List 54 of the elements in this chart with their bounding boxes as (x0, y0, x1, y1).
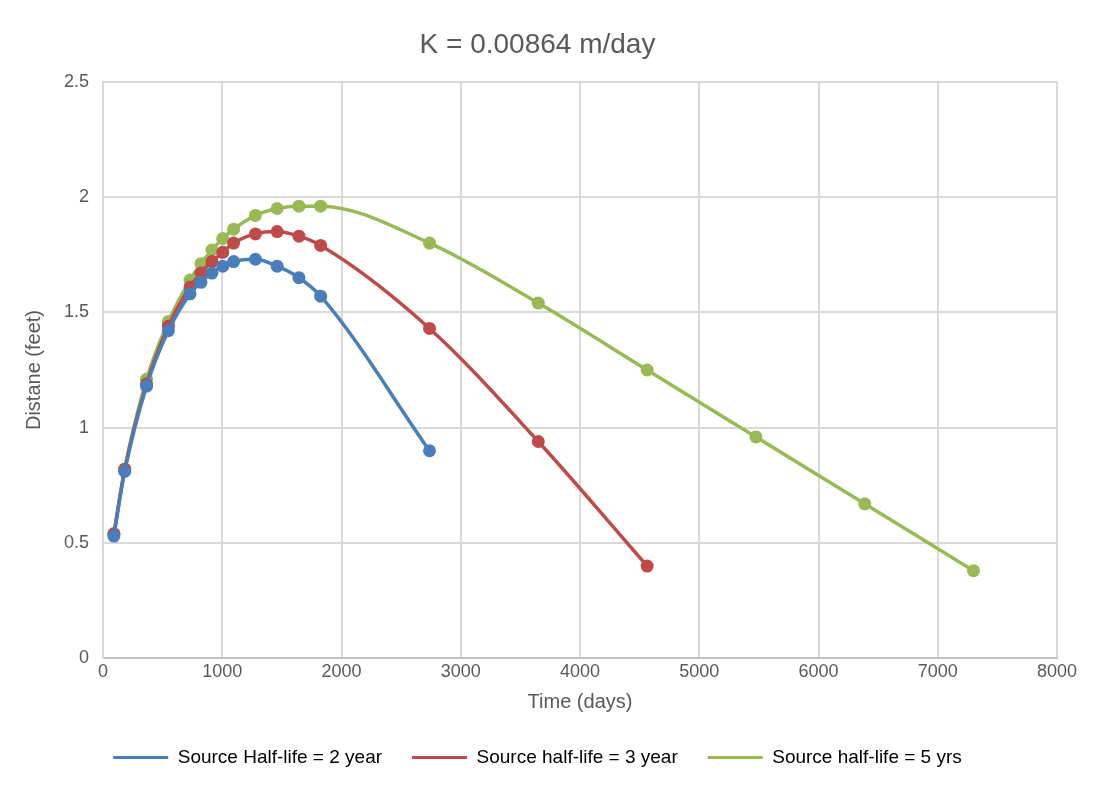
point (270, 202, 284, 215)
x-tick-label: 5000 (679, 661, 720, 682)
y-tick-label: 0 (79, 647, 90, 668)
y-axis-title: Distane (feet) (21, 309, 44, 431)
y-tick-label: 1 (79, 416, 90, 437)
x-tick-label: 4000 (559, 661, 601, 682)
x-tick-label: 7000 (917, 661, 958, 682)
point (749, 430, 763, 444)
y-tick-label: 2.5 (63, 70, 90, 91)
y-tick-label: 2 (79, 185, 90, 206)
point (270, 259, 284, 273)
point (248, 227, 262, 241)
x-tick-label: 3000 (440, 661, 481, 682)
legend-label: Source half-life = 3 year (476, 745, 679, 767)
x-tick-label: 8000 (1036, 661, 1078, 682)
point (423, 321, 437, 335)
point (216, 259, 230, 273)
point (967, 564, 981, 578)
point (640, 559, 654, 573)
point (858, 497, 872, 511)
point (227, 255, 241, 269)
point (183, 287, 197, 301)
point (314, 238, 328, 252)
point (531, 435, 545, 449)
x-tick-label: 2000 (321, 661, 362, 682)
legend-label: Source Half-life = 2 year (177, 745, 383, 767)
point (292, 271, 306, 285)
point (194, 275, 208, 289)
y-tick-label: 0.5 (63, 532, 90, 553)
point (423, 236, 437, 250)
y-tick-label: 1.5 (63, 301, 90, 322)
point (205, 266, 219, 280)
point (292, 229, 306, 243)
point (423, 444, 437, 458)
point (531, 296, 545, 310)
point (640, 363, 654, 377)
point (216, 231, 230, 245)
point (292, 199, 306, 213)
x-tick-label: 6000 (798, 661, 839, 682)
point (270, 225, 284, 239)
point (314, 199, 328, 213)
x-tick-label: 1000 (202, 661, 243, 682)
x-tick-label: 0 (98, 661, 109, 682)
point (161, 324, 175, 338)
legend-label: Source half-life = 5 yrs (772, 745, 962, 767)
x-axis-title: Time (days) (527, 689, 633, 712)
chart-title: K = 0.00864 m/day (419, 27, 656, 59)
point (248, 252, 262, 266)
point (216, 245, 230, 259)
point (227, 222, 241, 236)
point (205, 255, 219, 269)
point (227, 236, 241, 250)
point (248, 208, 262, 222)
point (314, 289, 328, 303)
